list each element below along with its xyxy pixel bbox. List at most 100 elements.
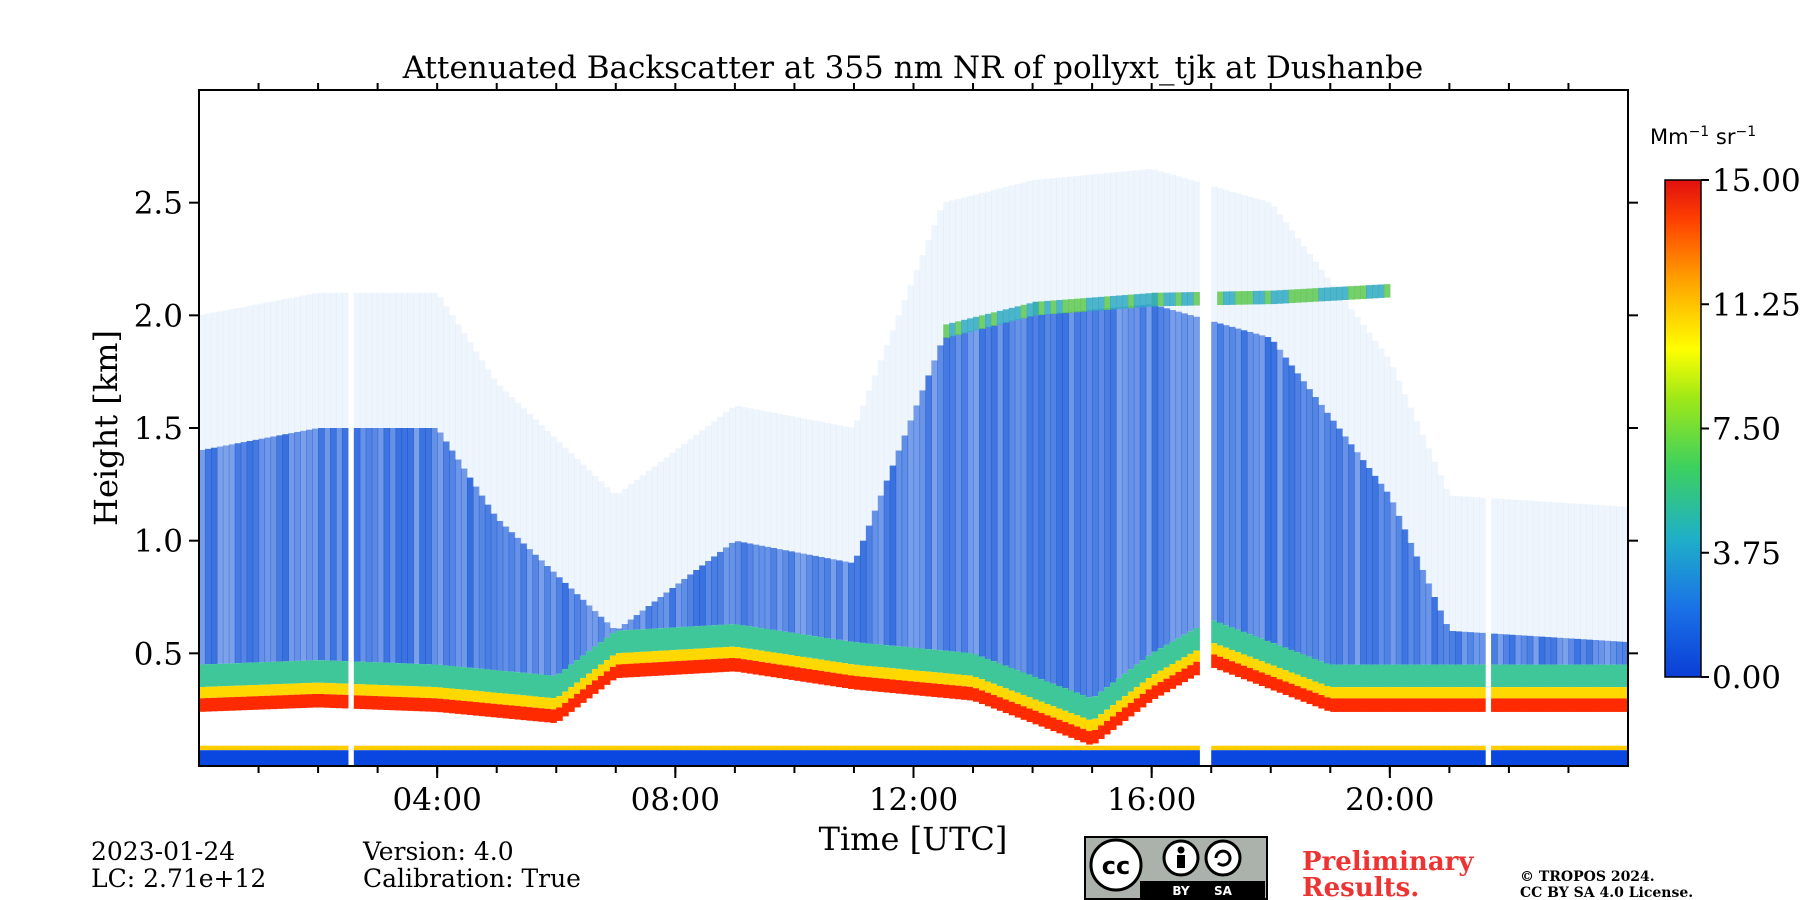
heatmap-cell [1115,700,1123,712]
elevated-layer-cell [1044,300,1052,315]
heatmap-cell [627,629,635,653]
heatmap-cell [758,628,766,651]
heatmap-cell [1455,664,1462,688]
heatmap-cell [657,650,665,663]
heatmap-cell [693,434,700,570]
heatmap-cell [591,669,599,681]
heatmap-cell [401,697,408,711]
heatmap-cell [1318,404,1325,662]
heatmap-cell [1413,745,1421,751]
heatmap-cell [1491,633,1498,665]
heatmap-cell [1270,745,1278,751]
heatmap-cell [1181,750,1188,766]
heatmap-cell [1360,324,1367,461]
elevated-layer-cell [1306,288,1314,303]
heatmap-cell [1157,171,1165,307]
heatmap-cell [1431,698,1439,712]
heatmap-cell [1240,665,1248,680]
heatmap-cell [1127,750,1135,766]
heatmap-cell [1479,745,1486,751]
heatmap-cell [1598,750,1605,766]
heatmap-cell [1336,664,1343,688]
heatmap-cell [1568,750,1576,766]
heatmap-cell [568,664,575,688]
heatmap-cell [1580,698,1587,712]
heatmap-cell [591,750,599,766]
heatmap-cell [1127,306,1135,670]
heatmap-cell [728,658,736,672]
heatmap-cell [490,750,498,766]
heatmap-cell [312,428,319,661]
sa-icon [1204,839,1242,877]
heatmap-cell [1014,704,1022,718]
heatmap-cell [764,651,772,663]
heatmap-cell [1598,664,1605,688]
elevated-layer-cell [1026,303,1034,317]
heatmap-cell [1008,690,1016,702]
heatmap-cell [496,520,504,671]
heatmap-cell [1377,745,1385,751]
heatmap-cell [901,750,909,766]
heatmap-cell [1151,674,1159,686]
heatmap-cell [1080,717,1087,729]
heatmap-cell [1270,665,1278,677]
heatmap-cell [437,432,444,665]
heatmap-cell [1062,745,1069,751]
heatmap-cell [1455,750,1462,766]
heatmap-cell [425,664,432,687]
heatmap-cell [1514,745,1522,751]
heatmap-cell [1157,648,1165,671]
y-tick-label: 1.5 [134,411,183,447]
heatmap-cell [639,651,647,664]
heatmap-cell [443,745,450,751]
heatmap-cell [270,695,278,710]
heatmap-cell [669,650,676,662]
chart-title: Attenuated Backscatter at 355 nm NR of p… [402,50,1424,86]
heatmap-cell [1104,308,1111,688]
heatmap-cell [1187,179,1194,316]
heatmap-cell [687,649,694,661]
heatmap-cell [353,428,361,662]
heatmap-cell [639,745,647,751]
heatmap-cell [1330,420,1337,665]
heatmap-cell [1479,632,1486,665]
heatmap-cell [1187,745,1194,751]
heatmap-cell [1175,671,1183,686]
heatmap-cell [1038,713,1046,727]
heatmap-cell [371,292,379,428]
heatmap-cell [937,210,944,346]
heatmap-cell [627,745,635,751]
heatmap-cell [1252,333,1260,637]
heatmap-cell [681,750,688,766]
heatmap-cell [437,698,444,713]
heatmap-cell [526,695,534,708]
heatmap-cell [544,750,551,766]
heatmap-cell [1270,643,1278,666]
heatmap-cell [1038,314,1046,680]
heatmap-cell [1229,627,1236,650]
heatmap-cell [1246,750,1254,766]
preliminary-label-1: Preliminary [1302,847,1474,877]
heatmap-cell [978,745,986,751]
heatmap-cell [1401,745,1409,751]
heatmap-cell [1419,569,1427,665]
heatmap-cell [1467,664,1474,688]
heatmap-cell [556,577,563,674]
heatmap-cell [1044,704,1052,716]
heatmap-cell [538,750,545,766]
heatmap-cell [1187,315,1194,632]
heatmap-cell [1532,745,1540,751]
heatmap-cell [1193,316,1200,628]
heatmap-cell [240,306,248,443]
heatmap-cell [1532,501,1540,637]
heatmap-cell [978,690,986,705]
heatmap-cell [1502,750,1510,766]
heatmap-cell [1151,169,1159,305]
heatmap-cell [621,745,629,751]
heatmap-cell [1264,750,1272,766]
heatmap-cell [1431,461,1439,597]
heatmap-cell [996,697,1004,711]
heatmap-cell [1133,305,1141,665]
heatmap-cell [1360,664,1367,688]
heatmap-cell [199,449,206,665]
